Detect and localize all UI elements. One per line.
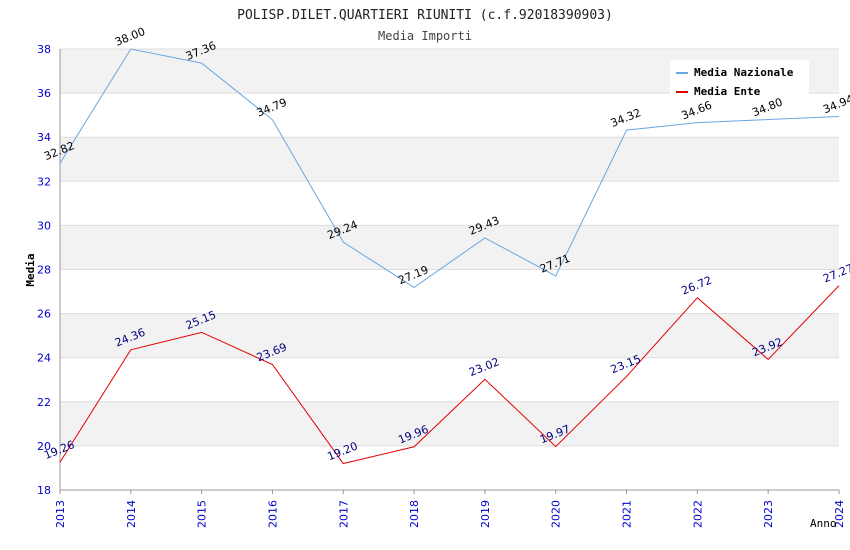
y-axis-label: Media	[24, 253, 37, 286]
series-line	[59, 285, 840, 465]
y-tick-label: 20	[37, 440, 51, 453]
x-tick-label: 2016	[266, 500, 279, 528]
x-tick-label: 2019	[479, 500, 492, 528]
grid-band	[60, 445, 839, 490]
grid-band	[60, 357, 839, 402]
x-tick-label: 2023	[762, 500, 775, 528]
x-axis-label: Anno	[810, 517, 837, 530]
y-tick-label: 26	[37, 308, 51, 321]
grid-band	[60, 181, 839, 226]
grid-band	[60, 137, 839, 182]
legend-label: Media Ente	[694, 85, 761, 98]
x-tick-label: 2014	[125, 500, 138, 528]
x-tick-label: 2018	[408, 500, 421, 528]
y-tick-label: 24	[37, 352, 51, 365]
series-line	[59, 48, 840, 288]
legend-label: Media Nazionale	[694, 66, 794, 79]
legend-box	[670, 60, 809, 96]
x-tick-label: 2013	[54, 500, 67, 528]
grid-band	[60, 269, 839, 314]
y-tick-label: 28	[37, 264, 51, 277]
grid-band	[60, 401, 839, 446]
grid-band	[60, 313, 839, 358]
x-tick-label: 2022	[691, 500, 704, 528]
y-tick-label: 38	[37, 43, 51, 56]
x-tick-label: 2021	[621, 500, 634, 528]
chart-title: POLISP.DILET.QUARTIERI RIUNITI (c.f.9201…	[237, 8, 613, 23]
y-tick-label: 18	[37, 484, 51, 497]
y-tick-label: 34	[37, 131, 51, 144]
chart-subtitle: Media Importi	[378, 29, 472, 43]
y-tick-label: 22	[37, 396, 51, 409]
x-tick-label: 2024	[833, 500, 846, 528]
x-tick-label: 2015	[196, 500, 209, 528]
y-tick-label: 32	[37, 175, 51, 188]
grid-band	[60, 93, 839, 138]
data-label: 38.00	[113, 25, 147, 49]
x-tick-label: 2020	[550, 500, 563, 528]
y-tick-label: 36	[37, 87, 51, 100]
legend: Media Nazionale Media Ente	[670, 60, 809, 98]
x-tick-label: 2017	[337, 500, 350, 528]
y-tick-label: 30	[37, 219, 51, 232]
